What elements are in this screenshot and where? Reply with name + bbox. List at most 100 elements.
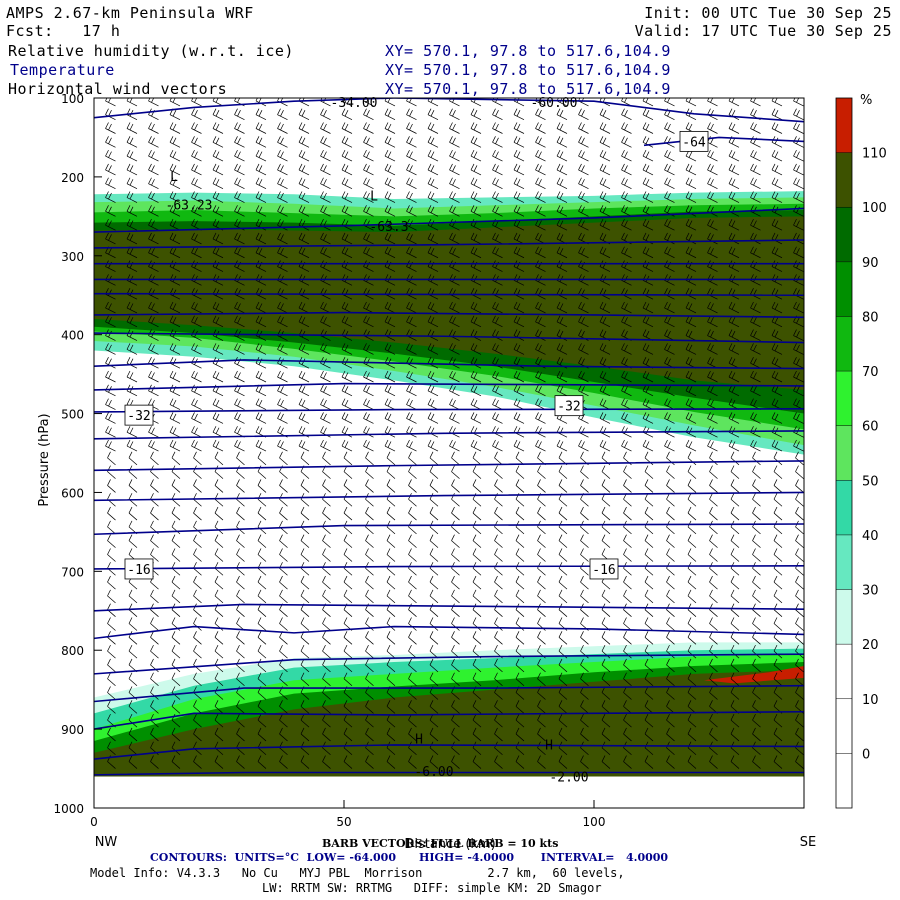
wind-barb <box>556 315 568 328</box>
wind-barb <box>386 589 396 604</box>
wind-barb <box>621 163 632 176</box>
wind-barb <box>771 370 783 383</box>
wind-barb <box>472 589 482 604</box>
wind-barb <box>771 163 783 176</box>
contour-label: -16 <box>124 558 154 580</box>
wind-barb <box>771 218 783 231</box>
wind-barb <box>126 426 138 438</box>
wind-barb <box>212 191 224 203</box>
wind-barb <box>728 329 740 341</box>
wind-barb <box>494 575 503 590</box>
wind-barb <box>128 672 138 686</box>
wind-barb <box>687 727 697 742</box>
wind-barb <box>148 149 159 162</box>
wind-barb <box>537 465 546 479</box>
wind-barb <box>621 343 632 355</box>
wind-barb <box>277 191 288 203</box>
wind-barb <box>363 315 374 328</box>
wind-barb <box>730 479 740 493</box>
wind-barb-layer <box>94 98 804 769</box>
wind-barb <box>666 741 675 756</box>
temperature-contour <box>94 292 804 297</box>
wind-barb <box>277 136 288 148</box>
wind-barb <box>191 191 202 203</box>
wind-barb <box>298 398 310 410</box>
wind-barb <box>666 727 675 742</box>
wind-barb <box>171 589 181 604</box>
wind-barb <box>535 177 546 190</box>
wind-barb <box>236 686 245 700</box>
wind-barb <box>449 246 460 259</box>
wind-barb <box>94 119 95 120</box>
wind-barb <box>171 603 181 617</box>
wind-barb <box>94 174 95 175</box>
wind-barb <box>599 191 611 203</box>
wind-barb <box>707 439 718 452</box>
wind-barb <box>343 548 353 562</box>
wind-barb <box>537 534 546 548</box>
wind-barb <box>148 218 159 231</box>
wind-barb <box>644 534 654 548</box>
wind-barb <box>494 562 503 576</box>
wind-barb <box>384 149 396 162</box>
wind-barb <box>255 412 267 424</box>
wind-barb <box>169 163 181 176</box>
wind-barb <box>451 631 460 645</box>
wind-barb <box>107 520 116 535</box>
colorbar-label: 80 <box>862 310 879 325</box>
wind-barb <box>492 122 503 134</box>
wind-barb <box>105 398 116 410</box>
wind-barb <box>664 98 675 107</box>
wind-barb <box>470 315 482 328</box>
extrema-mark: H <box>545 739 553 754</box>
wind-barb <box>773 686 783 700</box>
wind-barb <box>513 343 525 355</box>
wind-barb <box>234 191 245 203</box>
wind-barb <box>580 589 589 604</box>
wind-barb <box>709 520 718 535</box>
wind-barb <box>558 658 568 673</box>
wind-barb <box>664 412 675 424</box>
wind-barb <box>298 108 310 121</box>
wind-barb <box>279 451 288 466</box>
wind-barb <box>257 493 267 507</box>
wind-barb <box>343 562 353 576</box>
wind-barb <box>664 218 675 231</box>
wind-barb <box>771 108 783 121</box>
wind-barb <box>107 755 116 769</box>
wind-barb <box>535 136 546 148</box>
wind-barb <box>795 589 804 604</box>
wind-barb <box>322 465 331 479</box>
wind-barb <box>537 631 546 645</box>
wind-barb <box>341 343 353 355</box>
wind-barb <box>472 672 482 686</box>
wind-barb <box>750 439 761 452</box>
wind-barb <box>169 384 181 397</box>
wind-barb <box>171 700 181 714</box>
wind-barb <box>320 177 331 190</box>
wind-barb <box>386 631 396 645</box>
wind-barb <box>384 177 396 190</box>
wind-barb <box>623 631 632 645</box>
wind-barb <box>212 122 224 134</box>
wind-barb <box>255 315 267 328</box>
wind-barb <box>406 205 417 217</box>
wind-barb <box>171 520 181 535</box>
wind-barb <box>728 149 740 162</box>
wind-barb <box>750 370 761 383</box>
wind-barb <box>795 548 804 562</box>
colorbar-label: 10 <box>862 693 879 708</box>
wind-barb <box>601 672 611 686</box>
wind-barb <box>750 136 761 148</box>
wind-barb <box>150 493 159 507</box>
wind-barb <box>494 493 503 507</box>
wind-barb <box>644 741 654 756</box>
wind-barb <box>384 301 396 314</box>
wind-barb <box>126 98 138 107</box>
wind-barb <box>94 547 95 548</box>
wind-barb <box>429 451 439 466</box>
wind-barb <box>193 451 202 466</box>
wind-barb <box>128 603 138 617</box>
wind-barb <box>236 700 245 714</box>
